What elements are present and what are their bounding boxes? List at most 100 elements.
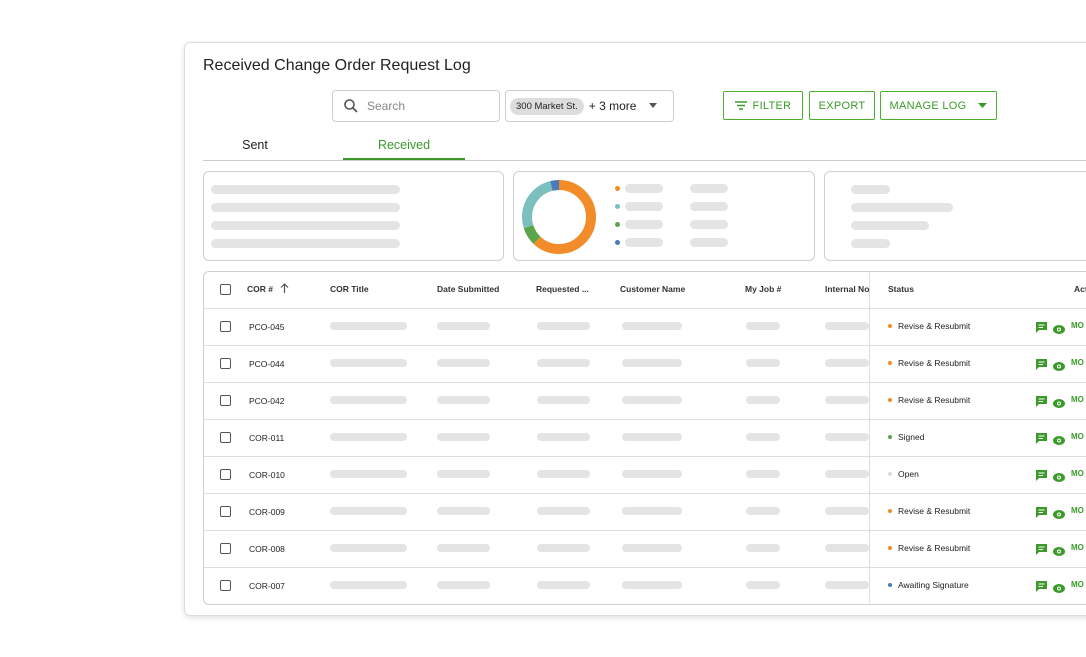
cell-skeleton — [537, 396, 590, 404]
view-icon[interactable] — [1053, 321, 1065, 339]
cell-skeleton — [437, 396, 490, 404]
comment-icon[interactable] — [1036, 505, 1047, 523]
row-checkbox[interactable] — [220, 580, 231, 591]
column-header: Requested ... — [536, 284, 589, 294]
tab-active[interactable]: Received — [377, 138, 431, 152]
column-header: Act — [1074, 284, 1086, 294]
cor-number[interactable]: PCO-044 — [249, 359, 285, 369]
column-header: Customer Name — [620, 284, 686, 294]
column-divider — [869, 272, 870, 603]
cell-skeleton — [746, 322, 780, 330]
legend-skeleton — [690, 220, 728, 229]
tab-indicator — [343, 158, 465, 160]
action-link[interactable]: MO — [1071, 580, 1084, 589]
sort-icon[interactable] — [280, 283, 289, 296]
row-checkbox[interactable] — [220, 469, 231, 480]
cor-number[interactable]: COR-007 — [249, 581, 285, 591]
search-box[interactable]: Search — [332, 90, 500, 122]
cell-skeleton — [437, 544, 490, 552]
cell-skeleton — [746, 433, 780, 441]
row-checkbox[interactable] — [220, 432, 231, 443]
row-checkbox[interactable] — [220, 321, 231, 332]
row-checkbox[interactable] — [220, 358, 231, 369]
comment-icon[interactable] — [1036, 394, 1047, 412]
action-link[interactable]: MO — [1071, 506, 1084, 515]
view-icon[interactable] — [1053, 469, 1065, 487]
button-label: EXPORT — [818, 99, 866, 112]
action-link[interactable]: MO — [1071, 395, 1084, 404]
status-dot — [888, 398, 892, 402]
row-divider — [203, 419, 1086, 420]
cell-skeleton — [622, 396, 682, 404]
status-text: Signed — [898, 432, 925, 442]
cell-skeleton — [622, 581, 682, 589]
cell-skeleton — [825, 581, 869, 589]
comment-icon[interactable] — [1036, 431, 1047, 449]
filter-button[interactable]: FILTER — [723, 91, 803, 120]
action-link[interactable]: MO — [1071, 469, 1084, 478]
cell-skeleton — [825, 507, 869, 515]
cell-skeleton — [330, 544, 407, 552]
action-link[interactable]: MO — [1071, 321, 1084, 330]
column-header: My Job # — [745, 284, 782, 294]
row-divider — [203, 456, 1086, 457]
cell-skeleton — [622, 507, 682, 515]
cor-number[interactable]: COR-009 — [249, 507, 285, 517]
tab[interactable]: Sent — [242, 138, 268, 152]
action-link[interactable]: MO — [1071, 543, 1084, 552]
cor-number[interactable]: COR-008 — [249, 544, 285, 554]
action-link[interactable]: MO — [1071, 432, 1084, 441]
view-icon[interactable] — [1053, 506, 1065, 524]
cell-skeleton — [330, 470, 407, 478]
legend-skeleton — [690, 238, 728, 247]
cell-skeleton — [622, 470, 682, 478]
cell-skeleton — [825, 396, 869, 404]
view-icon[interactable] — [1053, 395, 1065, 413]
view-icon[interactable] — [1053, 580, 1065, 598]
legend-skeleton — [625, 184, 663, 193]
action-link[interactable]: MO — [1071, 358, 1084, 367]
donut-segment — [522, 180, 596, 254]
status-dot — [888, 583, 892, 587]
search-placeholder: Search — [367, 99, 406, 113]
row-checkbox[interactable] — [220, 543, 231, 554]
cell-skeleton — [437, 507, 490, 515]
cell-skeleton — [825, 359, 869, 367]
cor-number[interactable]: PCO-042 — [249, 396, 285, 406]
filter-icon — [734, 101, 747, 110]
location-chip: 300 Market St. — [510, 97, 584, 115]
view-icon[interactable] — [1053, 358, 1065, 376]
comment-icon[interactable] — [1036, 542, 1047, 560]
comment-icon[interactable] — [1036, 357, 1047, 375]
status-dot — [888, 546, 892, 550]
comment-icon[interactable] — [1036, 468, 1047, 486]
legend-skeleton — [625, 220, 663, 229]
manage-log-button[interactable]: MANAGE LOG — [880, 91, 997, 120]
cell-skeleton — [746, 581, 780, 589]
status-dot — [888, 324, 892, 328]
status-text: Awaiting Signature — [898, 580, 969, 590]
header-checkbox[interactable] — [220, 284, 231, 295]
cor-number[interactable]: COR-011 — [249, 433, 285, 443]
view-icon[interactable] — [1053, 432, 1065, 450]
row-checkbox[interactable] — [220, 506, 231, 517]
tabs-divider — [203, 160, 1086, 161]
location-select[interactable]: 300 Market St. + 3 more — [505, 90, 674, 122]
row-divider — [203, 493, 1086, 494]
comment-icon[interactable] — [1036, 320, 1047, 338]
row-checkbox[interactable] — [220, 395, 231, 406]
row-divider — [203, 530, 1086, 531]
view-icon[interactable] — [1053, 543, 1065, 561]
comment-icon[interactable] — [1036, 579, 1047, 597]
status-text: Open — [898, 469, 919, 479]
cor-number[interactable]: PCO-045 — [249, 322, 285, 332]
legend-dot — [615, 240, 620, 245]
cor-number[interactable]: COR-010 — [249, 470, 285, 480]
cell-skeleton — [537, 470, 590, 478]
donut-segment — [522, 180, 596, 254]
cell-skeleton — [437, 433, 490, 441]
status-dot — [888, 472, 892, 476]
legend-skeleton — [690, 184, 728, 193]
column-header: Date Submitted — [437, 284, 500, 294]
export-button[interactable]: EXPORT — [809, 91, 875, 120]
